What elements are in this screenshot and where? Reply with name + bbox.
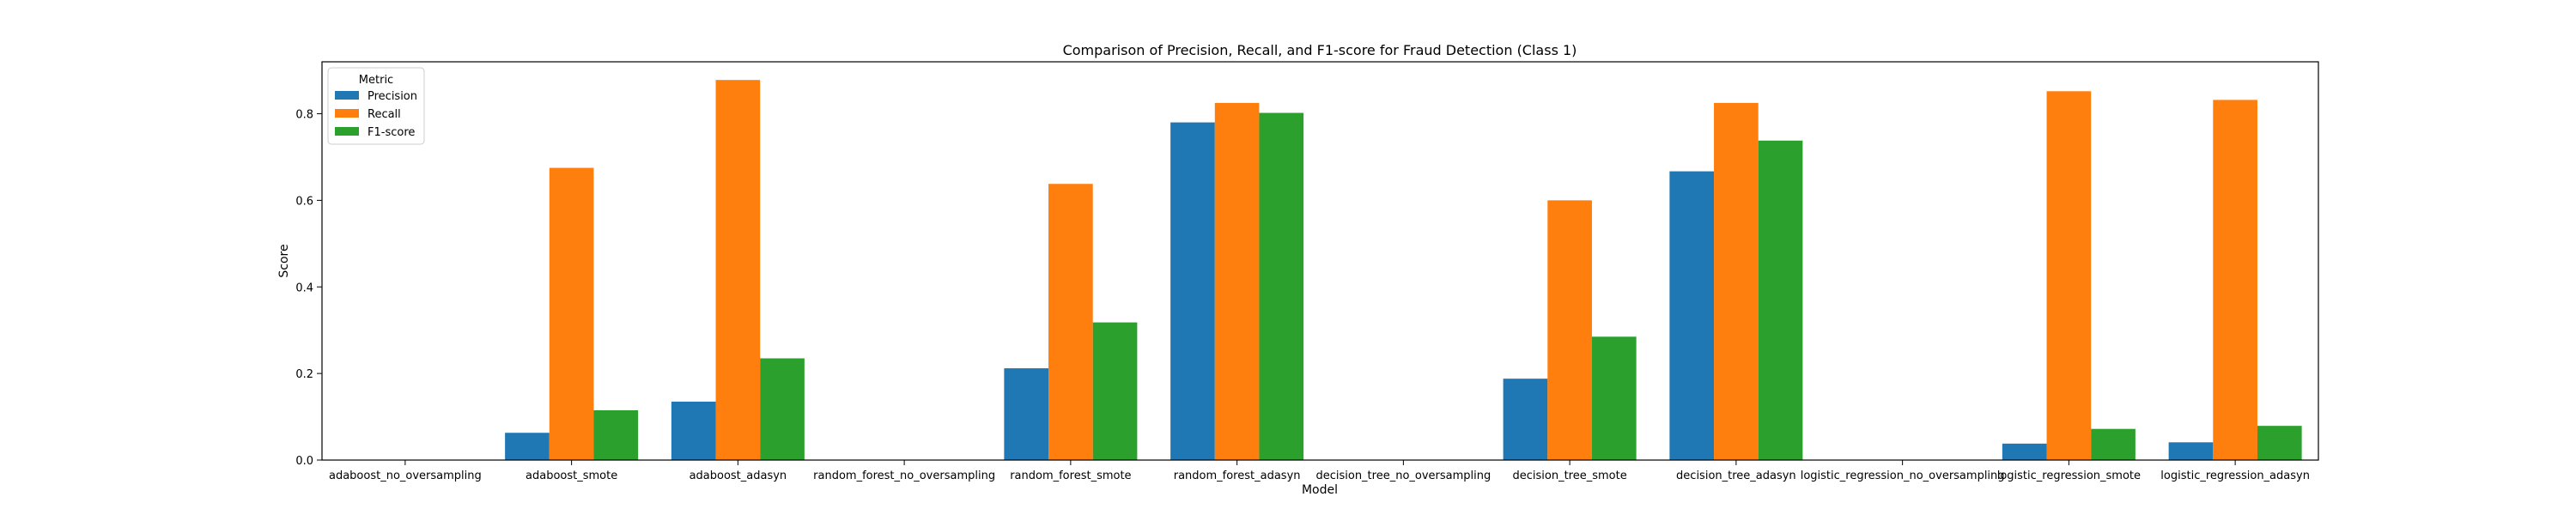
y-tick-label: 0.2 — [295, 368, 313, 381]
legend-label-f1: F1-score — [368, 126, 415, 139]
chart-title: Comparison of Precision, Recall, and F1-… — [1063, 42, 1577, 58]
x-tick-label: adaboost_no_oversampling — [329, 470, 482, 482]
y-tick-label: 0.4 — [295, 282, 313, 294]
legend-label-recall: Recall — [368, 108, 401, 121]
bar-recall-decision_tree_smote — [1547, 200, 1592, 461]
bar-precision-logistic_regression_smote — [2002, 443, 2047, 460]
x-tick-label: decision_tree_adasyn — [1676, 470, 1796, 482]
bar-precision-random_forest_smote — [1004, 368, 1049, 460]
x-tick-label: logistic_regression_adasyn — [2160, 470, 2310, 482]
bar-recall-adaboost_smote — [549, 167, 594, 460]
bar-f1-score-random_forest_adasyn — [1259, 112, 1304, 460]
bar-recall-random_forest_smote — [1048, 184, 1093, 461]
bar-recall-logistic_regression_smote — [2046, 91, 2092, 460]
legend-swatch-recall — [335, 109, 359, 118]
bar-recall-logistic_regression_adasyn — [2213, 100, 2257, 461]
y-tick-label: 0.6 — [295, 195, 313, 208]
bar-f1-score-logistic_regression_smote — [2091, 428, 2136, 460]
x-tick-label: adaboost_adasyn — [690, 470, 787, 482]
plot-frame — [321, 61, 2319, 461]
bar-f1-score-decision_tree_adasyn — [1758, 140, 1803, 460]
x-axis-label: Model — [1302, 483, 1338, 497]
bar-recall-adaboost_adasyn — [715, 80, 761, 460]
bar-f1-score-logistic_regression_adasyn — [2257, 426, 2302, 460]
legend-box — [327, 67, 425, 145]
bar-f1-score-random_forest_smote — [1092, 322, 1138, 460]
bar-precision-logistic_regression_adasyn — [2168, 442, 2214, 460]
bar-f1-score-adaboost_smote — [593, 410, 639, 460]
bars-layer — [505, 80, 2302, 461]
legend-swatch-f1 — [335, 127, 359, 136]
x-ticks: adaboost_no_oversampling adaboost_smote ad… — [329, 460, 2310, 482]
x-tick-label: decision_tree_smote — [1513, 470, 1627, 482]
x-tick-label: logistic_regression_smote — [1997, 470, 2141, 482]
bar-precision-adaboost_adasyn — [671, 401, 716, 460]
y-tick-label: 0.8 — [295, 109, 313, 122]
x-tick-label: adaboost_smote — [526, 470, 617, 482]
bar-f1-score-decision_tree_smote — [1591, 336, 1637, 460]
bar-precision-decision_tree_smote — [1503, 379, 1548, 460]
y-axis-label: Score — [277, 244, 291, 277]
bar-f1-score-adaboost_adasyn — [760, 358, 805, 460]
legend-label-precision: Precision — [368, 90, 417, 103]
bar-precision-random_forest_adasyn — [1170, 122, 1215, 460]
bar-precision-decision_tree_adasyn — [1669, 171, 1715, 460]
bar-recall-random_forest_adasyn — [1214, 102, 1260, 461]
y-ticks: 0.0 0.2 0.4 0.6 0.8 — [295, 109, 322, 468]
x-tick-label: random_forest_smote — [1010, 470, 1131, 482]
x-tick-label: random_forest_adasyn — [1174, 470, 1301, 482]
legend-title: Metric — [359, 74, 393, 87]
x-tick-label: logistic_regression_no_oversampling — [1801, 470, 2005, 482]
legend: Metric Precision Recall F1-score — [327, 67, 425, 145]
x-tick-label: random_forest_no_oversampling — [813, 470, 995, 482]
legend-swatch-precision — [335, 91, 359, 100]
y-tick-label: 0.0 — [295, 455, 313, 468]
bar-recall-decision_tree_adasyn — [1714, 102, 1759, 461]
bar-precision-adaboost_smote — [505, 433, 550, 460]
x-tick-label: decision_tree_no_oversampling — [1315, 470, 1491, 482]
